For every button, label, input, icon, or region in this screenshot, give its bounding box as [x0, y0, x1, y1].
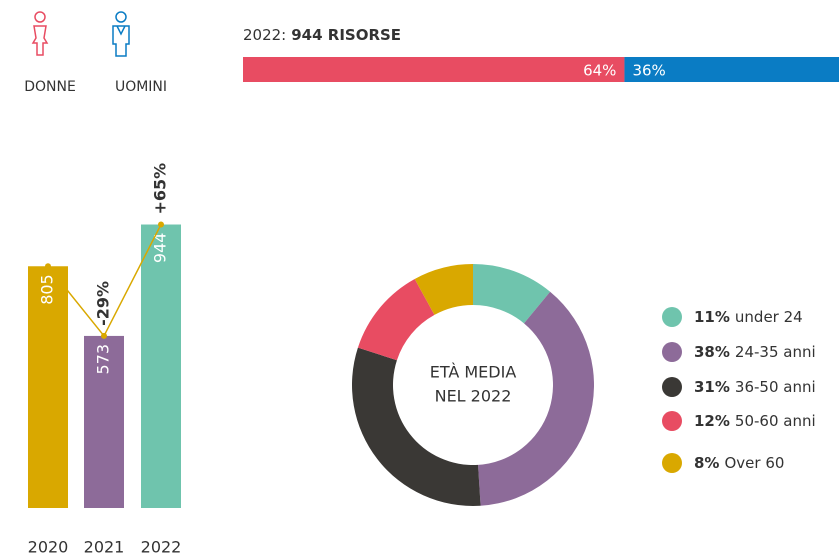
bar [141, 224, 181, 508]
trend-point [158, 221, 164, 228]
bar [28, 266, 68, 508]
bar [84, 335, 124, 508]
value-label: 36% [632, 62, 665, 80]
male-icon [112, 11, 130, 57]
title-part: 944 RISORSE [291, 26, 401, 44]
legend-dot [662, 453, 682, 473]
legend-label: 24-35 anni [735, 343, 816, 361]
legend-label: UOMINI [115, 79, 167, 95]
value-label: 64% [583, 62, 616, 80]
legend-label: under 24 [735, 308, 803, 326]
bar-segment [243, 57, 625, 82]
legend-value: 12% [694, 412, 730, 430]
change-label: -29% [94, 281, 113, 326]
legend-dot [662, 411, 682, 431]
legend-entry: 11% under 24 [694, 308, 803, 326]
center-text: NEL 2022 [435, 387, 512, 406]
legend-entry: 8% Over 60 [694, 454, 784, 472]
value-label: 944 [151, 233, 170, 264]
legend-dot [662, 342, 682, 362]
value-label: 573 [94, 344, 113, 375]
title: 2022: 944 RISORSE [243, 26, 401, 44]
legend-value: 8% [694, 454, 719, 472]
legend-label: 36-50 anni [735, 378, 816, 396]
donut-segment [473, 264, 551, 324]
x-tick-label: 2020 [28, 538, 69, 556]
bar-segment [624, 57, 839, 82]
legend-value: 11% [694, 308, 730, 326]
legend-value: 38% [694, 343, 730, 361]
change-label: +65% [151, 163, 170, 215]
donut-segment [414, 264, 473, 315]
female-icon [31, 11, 49, 56]
legend-label: Over 60 [724, 454, 784, 472]
legend-label: 50-60 anni [735, 412, 816, 430]
legend-value: 31% [694, 378, 730, 396]
legend-entry: 38% 24-35 anni [694, 343, 816, 361]
donut-segment [351, 347, 481, 506]
legend-entry: 31% 36-50 anni [694, 378, 816, 396]
center-text: ETÀ MEDIA [430, 363, 517, 382]
trend-point [45, 263, 51, 270]
trend-point [101, 332, 107, 339]
legend-entry: 12% 50-60 anni [694, 412, 816, 430]
donut-segment [357, 278, 435, 361]
title-part: 2022: [243, 26, 286, 44]
x-tick-label: 2021 [84, 538, 125, 556]
legend-dot [662, 377, 682, 397]
legend-dot [662, 307, 682, 327]
x-tick-label: 2022 [141, 538, 182, 556]
legend-label: DONNE [24, 79, 76, 95]
value-label: 805 [38, 274, 57, 305]
donut-segment [478, 291, 594, 506]
